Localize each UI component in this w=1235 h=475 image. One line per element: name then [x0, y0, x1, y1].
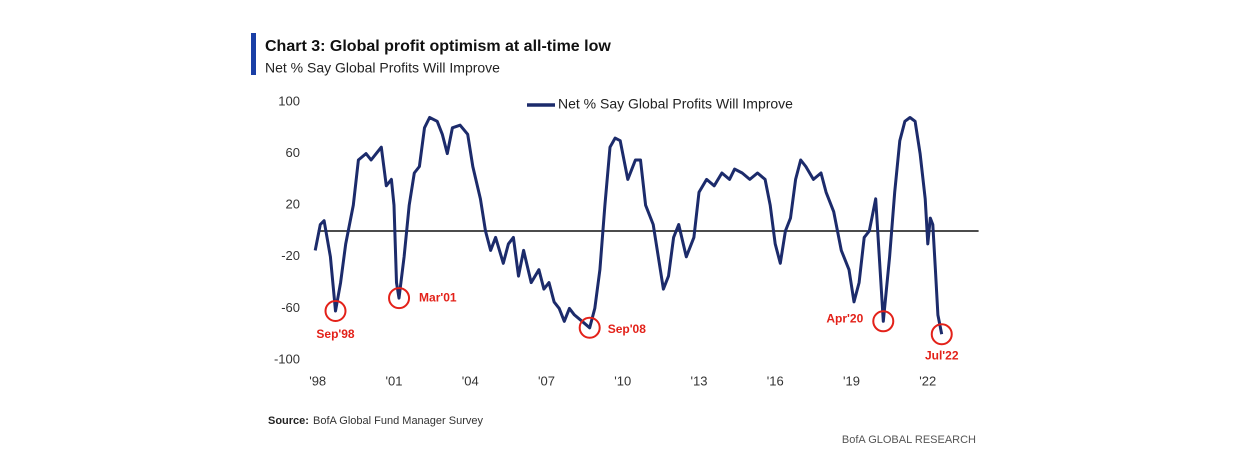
chart-subtitle: Net % Say Global Profits Will Improve — [265, 60, 500, 76]
chart-title: Chart 3: Global profit optimism at all-t… — [265, 38, 611, 55]
x-tick-label: '10 — [614, 373, 631, 388]
title-accent — [251, 33, 256, 75]
annotation-circle — [930, 323, 953, 346]
x-tick-label: '98 — [309, 373, 326, 388]
source-label: Source: — [268, 415, 309, 427]
series-line — [313, 116, 944, 335]
annotation-label: Jul'22 — [925, 348, 959, 362]
x-tick-label: '01 — [385, 373, 402, 388]
x-tick-label: '22 — [919, 373, 936, 388]
annotation-circle — [324, 299, 347, 322]
x-tick-label: '13 — [691, 373, 708, 388]
legend-label: Net % Say Global Profits Will Improve — [558, 96, 793, 112]
credit: BofA GLOBAL RESEARCH — [842, 434, 976, 446]
y-tick-label: 100 — [278, 93, 300, 108]
x-tick-label: '19 — [843, 373, 860, 388]
x-tick-label: '07 — [538, 373, 555, 388]
y-tick-label: 60 — [286, 145, 300, 160]
annotation-circle — [578, 316, 601, 339]
y-tick-label: -20 — [281, 248, 300, 263]
x-tick-label: '16 — [767, 373, 784, 388]
annotation-label: Apr'20 — [826, 311, 863, 325]
annotation-label: Mar'01 — [419, 290, 457, 304]
annotation-circle — [388, 287, 411, 310]
x-tick-label: '04 — [462, 373, 479, 388]
y-tick-label: -60 — [281, 300, 300, 315]
annotation-label: Sep'08 — [608, 322, 647, 336]
y-tick-label: 20 — [286, 197, 300, 212]
annotation-circle — [872, 310, 895, 333]
y-tick-label: -100 — [274, 351, 300, 366]
annotation-label: Sep'98 — [316, 327, 355, 341]
source: BofA Global Fund Manager Survey — [313, 415, 483, 427]
